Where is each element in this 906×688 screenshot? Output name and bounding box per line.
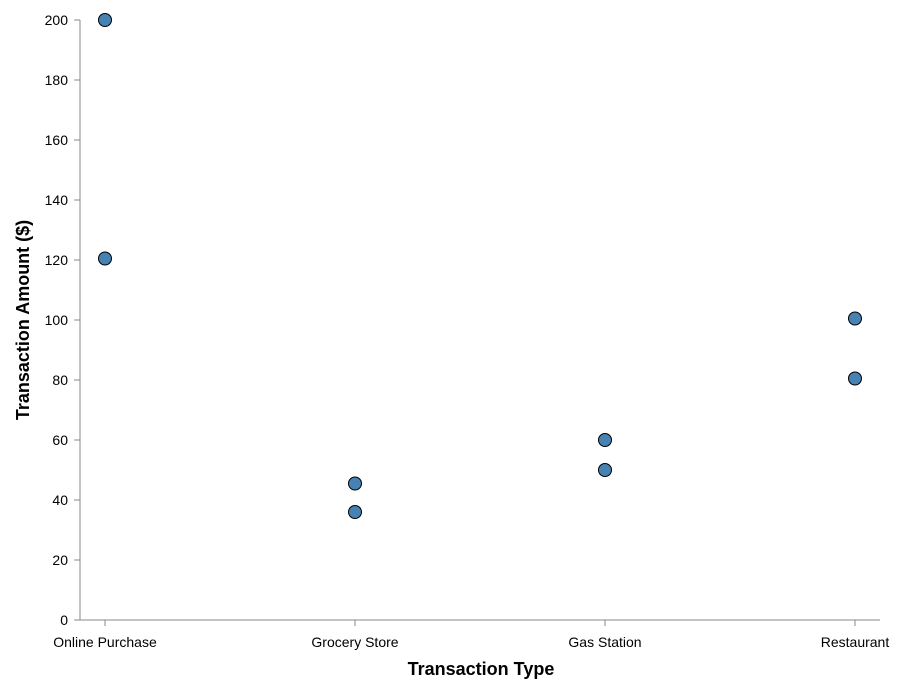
data-point	[598, 433, 612, 447]
data-point	[348, 505, 362, 519]
y-tick-label: 100	[45, 312, 69, 328]
x-tick-label: Gas Station	[568, 634, 641, 650]
data-point	[348, 476, 362, 491]
x-tick-label: Restaurant	[821, 634, 890, 650]
y-tick-label: 80	[52, 372, 68, 388]
x-tick-label: Online Purchase	[53, 634, 157, 650]
data-point	[98, 251, 112, 266]
data-point	[598, 463, 612, 477]
y-tick-label: 180	[45, 72, 69, 88]
y-tick-label: 40	[52, 492, 68, 508]
y-tick-label: 0	[60, 612, 68, 628]
y-tick-label: 140	[45, 192, 69, 208]
data-point	[848, 311, 862, 326]
data-point	[848, 371, 862, 386]
x-tick-label: Grocery Store	[311, 634, 398, 650]
y-axis-title: Transaction Amount ($)	[13, 220, 33, 420]
data-point	[98, 13, 112, 27]
x-axis: Online Purchase Grocery Store Gas Station R…	[53, 619, 890, 650]
y-axis: 0 20 40 60 80 100 120 140 160 180 200	[45, 12, 81, 628]
y-tick-label: 120	[45, 252, 69, 268]
y-tick-label: 200	[45, 12, 69, 28]
y-tick-label: 20	[52, 552, 68, 568]
y-tick-label: 60	[52, 432, 68, 448]
data-points	[98, 13, 862, 519]
x-axis-title: Transaction Type	[408, 659, 555, 679]
y-tick-label: 160	[45, 132, 69, 148]
